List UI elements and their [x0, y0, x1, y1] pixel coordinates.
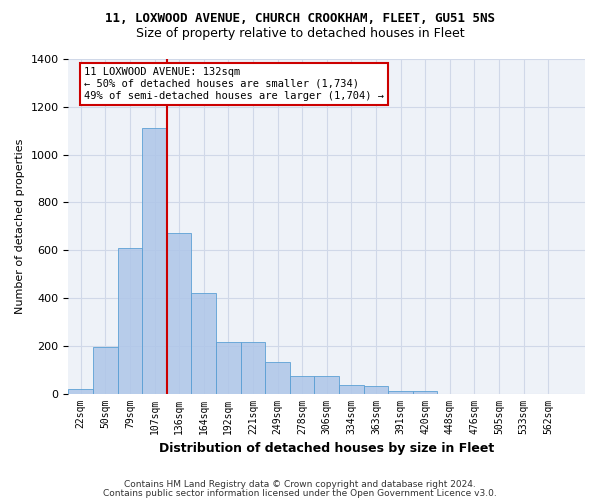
Bar — [241, 342, 265, 394]
Text: 11, LOXWOOD AVENUE, CHURCH CROOKHAM, FLEET, GU51 5NS: 11, LOXWOOD AVENUE, CHURCH CROOKHAM, FLE… — [105, 12, 495, 26]
Bar — [265, 362, 290, 394]
Bar — [364, 386, 388, 394]
Bar — [167, 234, 191, 394]
Text: Contains public sector information licensed under the Open Government Licence v3: Contains public sector information licen… — [103, 488, 497, 498]
Bar — [93, 347, 118, 394]
Bar — [216, 342, 241, 394]
Bar — [68, 389, 93, 394]
Bar — [413, 391, 437, 394]
Y-axis label: Number of detached properties: Number of detached properties — [15, 138, 25, 314]
Text: 11 LOXWOOD AVENUE: 132sqm
← 50% of detached houses are smaller (1,734)
49% of se: 11 LOXWOOD AVENUE: 132sqm ← 50% of detac… — [84, 68, 384, 100]
Text: Contains HM Land Registry data © Crown copyright and database right 2024.: Contains HM Land Registry data © Crown c… — [124, 480, 476, 489]
X-axis label: Distribution of detached houses by size in Fleet: Distribution of detached houses by size … — [159, 442, 494, 455]
Text: Size of property relative to detached houses in Fleet: Size of property relative to detached ho… — [136, 28, 464, 40]
Bar — [339, 385, 364, 394]
Bar — [314, 376, 339, 394]
Bar — [191, 293, 216, 394]
Bar — [388, 390, 413, 394]
Bar — [118, 248, 142, 394]
Bar — [142, 128, 167, 394]
Bar — [290, 376, 314, 394]
